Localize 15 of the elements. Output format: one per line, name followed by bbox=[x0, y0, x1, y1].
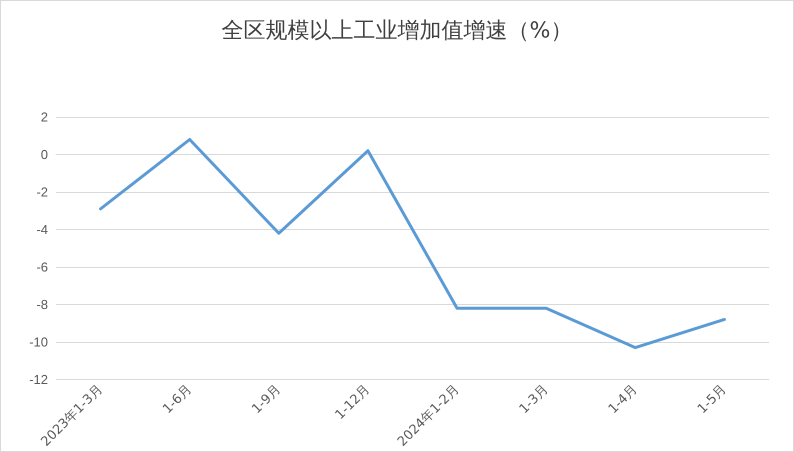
y-tick-label: -8 bbox=[36, 296, 48, 312]
y-tick-label: 2 bbox=[40, 110, 48, 124]
chart-title: 全区规模以上工业增加值增速（%） bbox=[222, 18, 572, 44]
line-series bbox=[99, 138, 726, 350]
y-tick-label: -2 bbox=[36, 184, 48, 200]
x-tick-label: 1-5月 bbox=[694, 382, 730, 417]
y-tick-label: -12 bbox=[29, 372, 48, 387]
x-tick-label: 1-4月 bbox=[606, 382, 641, 417]
x-tick-label: 1-9月 bbox=[249, 382, 284, 417]
y-tick-label: -10 bbox=[29, 334, 48, 350]
x-tick-label: 1-3月 bbox=[516, 382, 552, 417]
y-tick-label: -6 bbox=[36, 259, 48, 274]
y-tick-label: 0 bbox=[40, 147, 48, 162]
x-tick-label: 1-6月 bbox=[160, 382, 195, 417]
y-tick-label: -4 bbox=[36, 222, 48, 237]
